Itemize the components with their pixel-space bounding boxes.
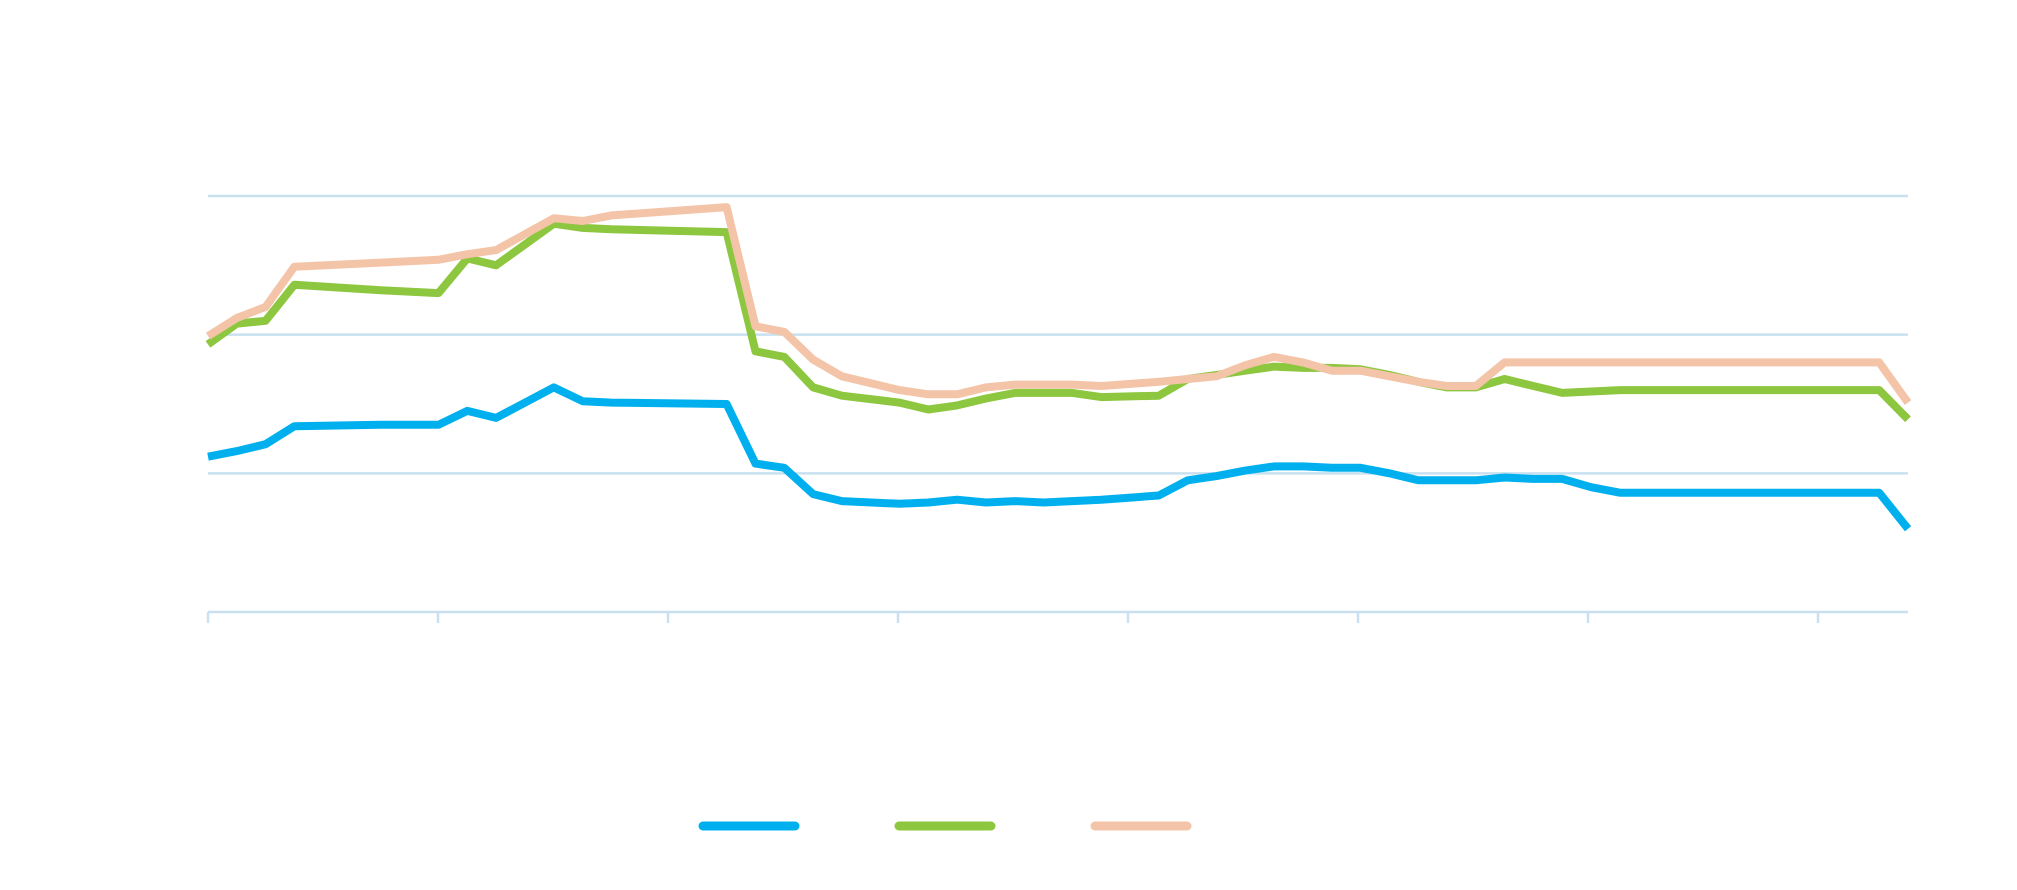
series-line-1 — [207, 383, 1912, 532]
series-line-3 — [205, 203, 1912, 405]
gridlines — [208, 194, 1908, 475]
x-axis — [206, 610, 1908, 623]
series-lines — [205, 203, 1912, 532]
